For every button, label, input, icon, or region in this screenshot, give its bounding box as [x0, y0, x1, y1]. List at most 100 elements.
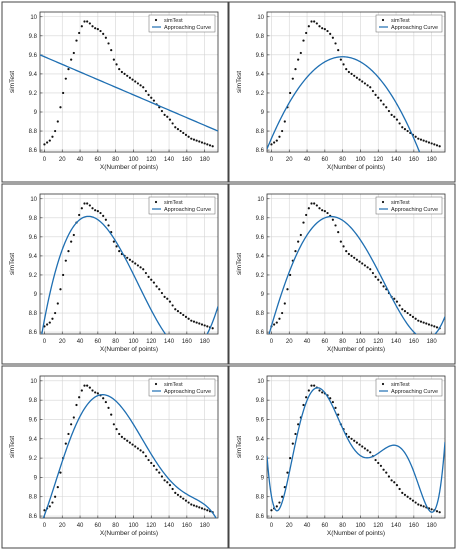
- data-point: [414, 317, 417, 320]
- y-tick-label: 9: [34, 475, 38, 481]
- data-point: [128, 258, 131, 261]
- data-point: [273, 141, 276, 144]
- legend-marker-simtest: [154, 18, 158, 22]
- data-point: [406, 129, 409, 133]
- data-point: [88, 204, 91, 207]
- data-point: [70, 58, 73, 61]
- data-point: [86, 202, 89, 205]
- data-point: [150, 96, 153, 99]
- data-point: [406, 311, 409, 315]
- data-point: [72, 51, 75, 55]
- data-point: [88, 22, 91, 25]
- data-point: [358, 443, 361, 446]
- y-tick-label: 10: [257, 379, 264, 385]
- data-point: [318, 25, 321, 28]
- data-point: [371, 89, 375, 93]
- data-point: [422, 505, 425, 508]
- chart-3: 0 20 40 60 80 100 120 140 160 180 8.6 8.8 9 9.2 9.4 9.6…: [9, 193, 219, 353]
- data-point: [75, 403, 78, 407]
- y-tick-label: 10: [257, 15, 264, 21]
- data-point: [155, 285, 158, 288]
- y-tick-label: 9: [34, 110, 38, 116]
- data-point: [128, 76, 131, 79]
- x-tick-label: 0: [270, 523, 274, 529]
- data-point: [345, 250, 348, 253]
- data-point: [187, 501, 190, 504]
- data-point: [120, 435, 123, 438]
- data-point: [371, 271, 375, 275]
- x-axis-label: X(Number of points): [100, 164, 158, 171]
- data-point: [433, 143, 436, 146]
- panel-border-5: [1, 365, 229, 549]
- data-point: [187, 317, 190, 320]
- data-point: [102, 32, 105, 36]
- data-point: [270, 143, 273, 146]
- x-tick-label: 60: [95, 523, 102, 529]
- data-point: [427, 323, 431, 326]
- data-point: [62, 273, 65, 277]
- data-point: [118, 250, 121, 253]
- data-point: [275, 139, 278, 142]
- data-point: [350, 437, 353, 440]
- data-point: [131, 78, 134, 81]
- data-point: [54, 311, 57, 315]
- y-tick-label: 9.2: [29, 456, 38, 462]
- data-point: [342, 63, 345, 66]
- x-tick-label: 140: [164, 157, 175, 163]
- data-point: [96, 210, 99, 213]
- x-tick-label: 80: [112, 339, 119, 345]
- data-point: [70, 423, 73, 426]
- data-point: [321, 391, 324, 394]
- y-tick-label: 8.6: [29, 148, 38, 154]
- plot-area: [267, 194, 445, 334]
- y-tick-label: 8.8: [256, 495, 265, 501]
- data-point: [369, 86, 372, 89]
- y-axis-label: simTest: [236, 436, 243, 458]
- y-tick-label: 9.6: [256, 235, 265, 241]
- data-point: [305, 396, 308, 399]
- data-point: [166, 297, 169, 300]
- data-point: [102, 214, 105, 218]
- data-point: [96, 28, 99, 31]
- data-point: [334, 224, 337, 227]
- approaching-curve: [267, 387, 445, 513]
- data-point: [275, 505, 278, 508]
- data-point: [355, 258, 358, 261]
- data-point: [307, 25, 310, 28]
- data-point: [363, 82, 366, 85]
- data-point: [46, 141, 49, 144]
- x-tick-label: 20: [59, 157, 66, 163]
- chart-1: 0 20 40 60 80 100 120 140 160 180 8.6 8.8 9 9.2 9.4 9.6…: [9, 11, 219, 171]
- data-point: [398, 304, 401, 307]
- data-point: [171, 304, 174, 307]
- data-points: [270, 384, 441, 514]
- data-point: [174, 491, 177, 494]
- approaching-curve: [268, 215, 445, 334]
- data-point: [152, 464, 156, 467]
- data-point: [313, 20, 316, 23]
- plot-area: [40, 376, 218, 518]
- y-tick-label: 10: [30, 379, 37, 385]
- x-tick-label: 20: [59, 523, 66, 529]
- data-point: [51, 317, 54, 320]
- x-tick-label: 140: [391, 523, 402, 529]
- data-point: [419, 138, 423, 141]
- data-point: [131, 443, 134, 446]
- data-point: [43, 143, 46, 146]
- data-point: [64, 442, 67, 445]
- legend-box: [148, 14, 216, 33]
- data-point: [64, 259, 67, 262]
- data-point: [198, 322, 201, 325]
- x-tick-label: 80: [112, 157, 119, 163]
- data-point: [118, 432, 121, 436]
- y-tick-label: 9.8: [256, 34, 265, 40]
- data-point: [112, 58, 115, 61]
- data-point: [302, 39, 305, 42]
- data-point: [270, 509, 273, 512]
- data-point: [64, 77, 67, 80]
- data-point: [401, 126, 404, 129]
- data-point: [291, 77, 294, 80]
- data-point: [94, 27, 97, 30]
